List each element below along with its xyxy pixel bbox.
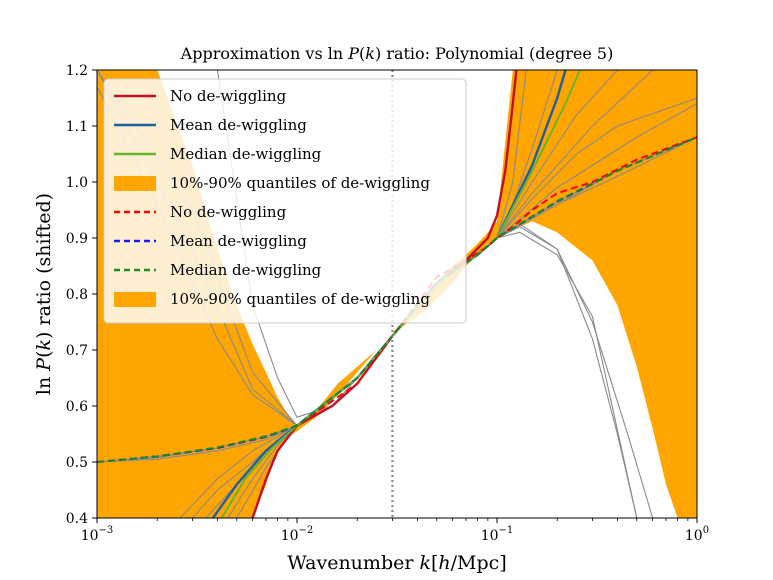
legend-entry: Median de-wiggling (114, 145, 322, 163)
x-tick-label: 10−1 (481, 525, 514, 544)
legend-entry: Mean de-wiggling (114, 232, 307, 250)
x-tick-label: 10−3 (81, 525, 114, 544)
y-tick-label: 0.5 (66, 455, 88, 471)
chart-title-text: Approximation vs ln P(k) ratio: Polynomi… (180, 44, 614, 63)
x-axis-label: Wavenumber k[h/Mpc] (287, 552, 506, 574)
y-tick-label: 1.0 (66, 175, 88, 191)
legend-box (103, 78, 467, 324)
legend-entry: No de-wiggling (114, 87, 287, 105)
legend-label: 10%-90% quantiles of de-wiggling (170, 290, 430, 308)
legend-label: Median de-wiggling (170, 261, 322, 279)
y-tick-label: 0.7 (66, 343, 88, 359)
y-tick-label: 0.9 (66, 231, 88, 247)
quantile-band (97, 70, 697, 518)
legend-label: No de-wiggling (170, 203, 287, 221)
legend-label: No de-wiggling (170, 87, 287, 105)
y-tick-label: 1.2 (66, 63, 88, 79)
legend-entry: 10%-90% quantiles of de-wiggling (114, 290, 430, 308)
x-tick-label: 100 (685, 525, 709, 544)
quantile-band-layer (97, 70, 697, 518)
legend-entry: No de-wiggling (114, 203, 287, 221)
legend-swatch (114, 292, 156, 307)
y-tick-label: 0.8 (66, 287, 88, 303)
legend-label: 10%-90% quantiles of de-wiggling (170, 174, 430, 192)
y-tick-label: 1.1 (66, 119, 88, 135)
legend-entry: Mean de-wiggling (114, 116, 307, 134)
x-tick-label: 10−2 (281, 525, 314, 544)
legend-label: Median de-wiggling (170, 145, 322, 163)
legend-label: Mean de-wiggling (170, 116, 307, 134)
legend: No de-wiggling Mean de-wiggling Median de-… (103, 78, 467, 324)
y-axis-label: ln P(k) ratio (shifted) (33, 193, 55, 395)
chart-title: Approximation vs ln P(k) ratio: Polynomi… (180, 44, 614, 63)
legend-label: Mean de-wiggling (170, 232, 307, 250)
y-tick-label: 0.4 (66, 511, 88, 527)
legend-entry: 10%-90% quantiles of de-wiggling (114, 174, 430, 192)
axes: 10−3 10−2 10−1 100 0.4 0.5 0.6 0.7 0.8 0.9 1.0 1.1 1… (33, 63, 709, 574)
legend-entry: Median de-wiggling (114, 261, 322, 279)
y-tick-label: 0.6 (66, 399, 88, 415)
legend-swatch (114, 176, 156, 191)
